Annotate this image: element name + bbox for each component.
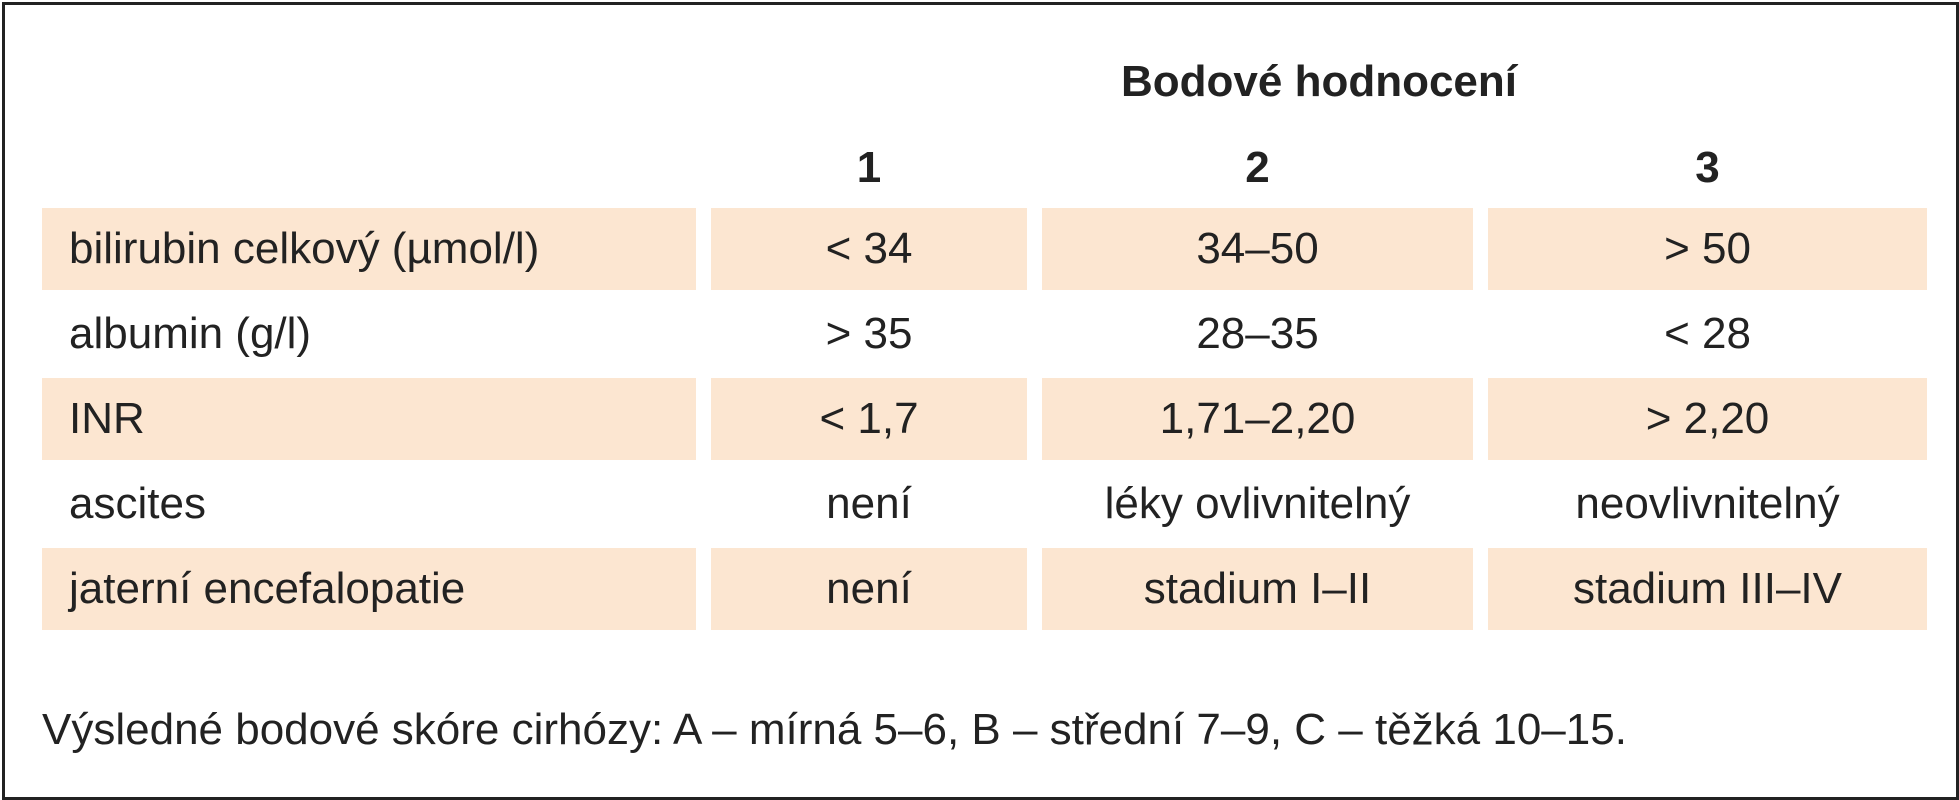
table-cell: stadium III–IV [1488, 548, 1927, 630]
table-cell: není [826, 479, 912, 528]
table-cell: > 50 [1488, 208, 1927, 290]
footer-note: Výsledné bodové skóre cirhózy: A – mírná… [42, 705, 1627, 754]
column-header: 3 [1695, 143, 1720, 192]
header-title: Bodové hodnocení [1121, 57, 1517, 106]
row-label: albumin (g/l) [69, 309, 312, 358]
row-label: ascites [69, 479, 206, 528]
table-cell: léky ovlivnitelný [1104, 479, 1411, 528]
table-cell: > 2,20 [1488, 378, 1927, 460]
table-cell: 34–50 [1042, 208, 1473, 290]
table-cell: stadium I–II [1042, 548, 1473, 630]
table-cell: neovlivnitelný [1575, 479, 1840, 528]
table-cell: < 34 [711, 208, 1027, 290]
table-cell: < 28 [1664, 309, 1751, 358]
table-cell: 28–35 [1196, 309, 1319, 358]
table-cell: > 35 [825, 309, 913, 358]
table-cell: 1,71–2,20 [1042, 378, 1473, 460]
row-label: INR [42, 378, 696, 460]
row-label: jaterní encefalopatie [42, 548, 696, 630]
table-cell: není [711, 548, 1027, 630]
column-header: 2 [1245, 143, 1270, 192]
column-header: 1 [856, 143, 882, 192]
table-cell: < 1,7 [711, 378, 1027, 460]
row-label: bilirubin celkový (µmol/l) [42, 208, 696, 290]
